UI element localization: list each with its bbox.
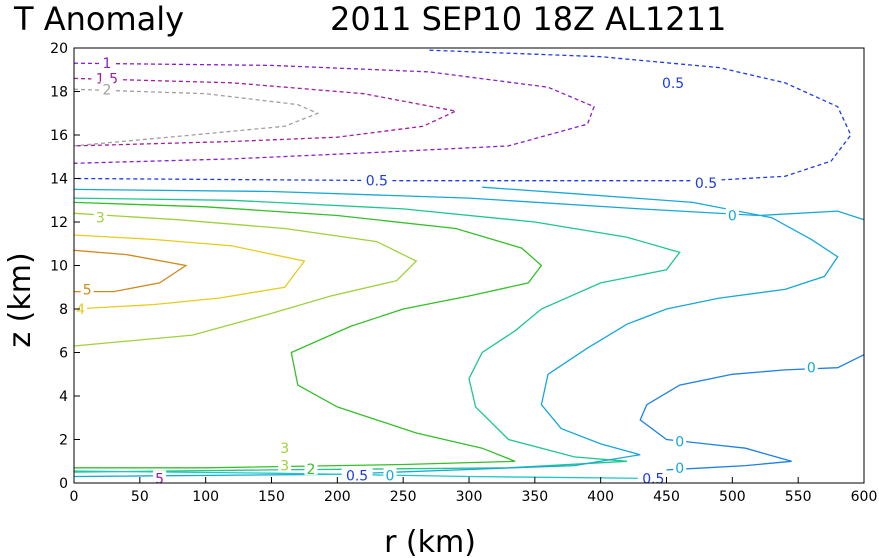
y-tick-label: 16 <box>50 128 68 144</box>
y-tick-label: 12 <box>50 215 68 231</box>
contour-line <box>73 249 188 293</box>
contour-label: 0 <box>675 435 684 451</box>
contour-lines <box>73 49 865 480</box>
contour-line <box>73 234 306 310</box>
x-tick-label: 450 <box>653 489 680 505</box>
x-axis-label: r (km) <box>384 525 476 558</box>
contour-label: 3 <box>96 211 105 227</box>
x-tick-label: 50 <box>131 489 149 505</box>
contour-label: 1 <box>102 56 111 72</box>
contour-label-bg <box>74 301 88 315</box>
contour-label: 3 <box>280 459 289 475</box>
contour-label-bg <box>637 470 669 485</box>
contour-label-bg <box>153 470 167 485</box>
contour-label: 0.5 <box>366 174 388 190</box>
contour-line <box>73 88 320 147</box>
contour-line <box>73 49 852 182</box>
y-tick-label: 14 <box>50 172 68 188</box>
x-tick-label: 250 <box>390 489 417 505</box>
contour-label-bg <box>100 55 114 70</box>
contour-label: 0 <box>386 468 395 484</box>
contour-line <box>639 354 865 471</box>
x-tick-label: 100 <box>192 489 219 505</box>
y-tick-label: 6 <box>59 346 68 362</box>
contour-label: 0.5 <box>642 472 664 488</box>
contour-line <box>73 201 543 469</box>
contour-label-bg <box>383 467 397 482</box>
contour-line <box>73 197 681 473</box>
contour-label-bg <box>91 70 123 85</box>
contour-line <box>73 186 839 478</box>
x-tick-label: 300 <box>456 489 483 505</box>
contour-label-bg <box>690 174 722 189</box>
contour-label-bg <box>657 74 689 89</box>
contour-label-bg <box>278 440 292 455</box>
y-tick-label: 4 <box>59 389 68 405</box>
contour-label: 2 <box>307 462 316 478</box>
contour-label: 0 <box>728 208 737 224</box>
y-tick-label: 0 <box>59 476 68 492</box>
x-tick-label: 150 <box>258 489 285 505</box>
contour-label-bg <box>673 459 687 474</box>
x-tick-label: 0 <box>70 489 79 505</box>
x-tick-label: 600 <box>851 489 878 505</box>
contour-label: 5 <box>83 282 92 298</box>
y-tick-label: 10 <box>50 259 68 275</box>
contour-label-bg <box>278 457 292 472</box>
y-tick-label: 18 <box>50 85 68 101</box>
x-axis-ticks: 0 50 100 150 200 250 300 350 400 450 500 550 600 <box>70 477 878 505</box>
contour-label: 2 <box>102 82 111 98</box>
contour-line <box>73 212 418 347</box>
contour-label-bg <box>725 207 739 222</box>
chart-title-right: 2011 SEP10 18Z AL1211 <box>330 0 726 38</box>
chart-title-left: T Anomaly <box>13 0 184 38</box>
x-tick-label: 200 <box>324 489 351 505</box>
x-tick-label: 500 <box>719 489 746 505</box>
contour-label: 4 <box>76 302 85 318</box>
contour-label-bg <box>100 81 114 96</box>
contour-line <box>73 62 595 164</box>
y-tick-label: 2 <box>59 433 68 449</box>
contour-label-bg <box>361 172 393 187</box>
x-tick-label: 550 <box>785 489 812 505</box>
contour-label: 5 <box>155 472 164 488</box>
contour-line <box>73 188 865 221</box>
x-tick-label: 400 <box>587 489 614 505</box>
contour-label: 0.5 <box>695 176 717 192</box>
plot-frame <box>73 47 865 484</box>
y-tick-label: 20 <box>50 41 68 57</box>
contour-label-bg <box>341 467 373 482</box>
contour-label: 0 <box>675 461 684 477</box>
contour-line <box>73 77 458 147</box>
contour-label-bg <box>93 209 107 224</box>
contour-label-bg <box>304 460 318 475</box>
contour-label: 0.5 <box>346 468 368 484</box>
y-axis-label: z (km) <box>3 252 38 347</box>
x-tick-label: 350 <box>521 489 548 505</box>
y-tick-label: 8 <box>59 302 68 318</box>
contour-label-bg <box>673 433 687 448</box>
y-axis-ticks: 0 2 4 6 8 10 12 14 16 18 20 <box>50 41 80 492</box>
contour-label: 3 <box>280 441 289 457</box>
contour-label: 0 <box>807 361 816 377</box>
contour-label: 0.5 <box>662 76 684 92</box>
contour-label-bg <box>804 359 818 374</box>
contour-label-bg <box>80 281 94 296</box>
